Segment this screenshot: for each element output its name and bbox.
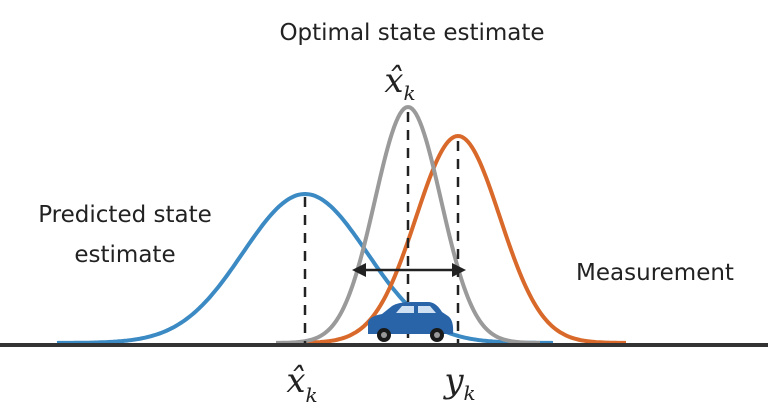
optimal-symbol: x̂k (384, 61, 415, 105)
predicted-label: estimate (74, 242, 175, 268)
arrow (352, 263, 466, 277)
predicted-curve (56, 191, 554, 345)
optimal-curve (276, 104, 540, 345)
predicted-label: Predicted state (38, 202, 212, 228)
symbol: y (442, 361, 464, 401)
car (368, 302, 454, 342)
symbol: x̂ (384, 61, 403, 101)
measurement-symbol: yk (442, 361, 475, 405)
subscript: k (404, 81, 416, 105)
symbol: x̂ (286, 361, 305, 401)
subscript: k (464, 381, 476, 405)
curves (56, 104, 626, 345)
measurement-label: Measurement (576, 260, 734, 286)
title: Optimal state estimate (279, 20, 544, 46)
measurement-curve (290, 133, 626, 345)
subscript: k (306, 383, 318, 407)
predicted-symbol: x̂k (286, 361, 317, 407)
